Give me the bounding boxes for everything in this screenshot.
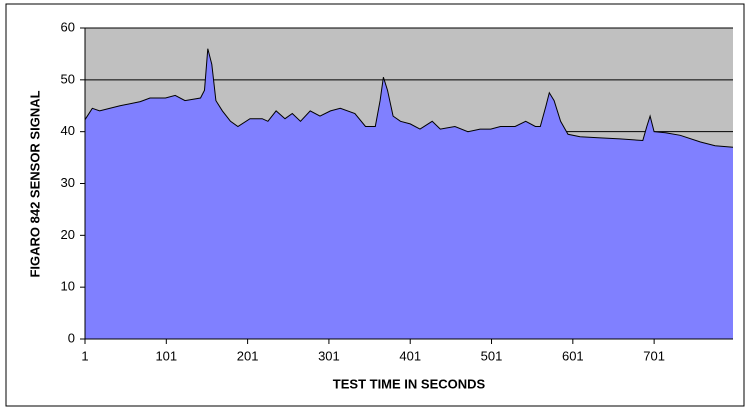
x-tick-label: 401 — [399, 348, 421, 363]
x-tick-label: 501 — [481, 348, 503, 363]
x-tick-label: 1 — [81, 348, 88, 363]
area — [85, 48, 733, 339]
y-tick-label: 0 — [68, 330, 75, 345]
x-tick-label: 101 — [155, 348, 177, 363]
x-axis-title: TEST TIME IN SECONDS — [333, 376, 486, 391]
x-tick-label: 701 — [643, 348, 665, 363]
x-tick-label: 201 — [237, 348, 259, 363]
y-tick-label: 40 — [61, 123, 75, 138]
y-axis-title: FIGARO 842 SENSOR SIGNAL — [27, 90, 42, 277]
y-tick-label: 50 — [61, 71, 75, 86]
y-tick-label: 30 — [61, 175, 75, 190]
y-tick-label: 20 — [61, 227, 75, 242]
y-tick-label: 60 — [61, 19, 75, 34]
y-tick-label: 10 — [61, 279, 75, 294]
x-tick-label: 301 — [318, 348, 340, 363]
area-outline — [84, 48, 734, 148]
x-tick-label: 601 — [562, 348, 584, 363]
